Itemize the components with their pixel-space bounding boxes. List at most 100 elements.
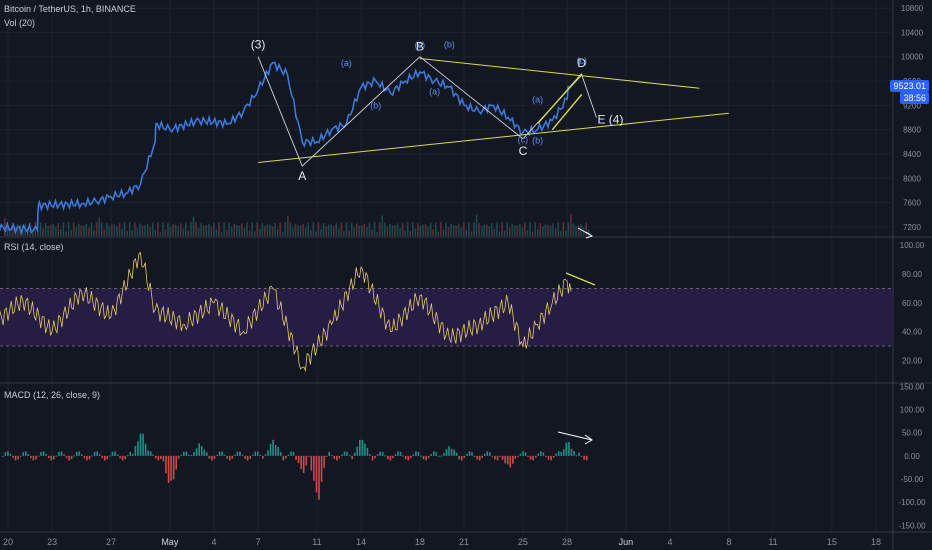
macd-histogram-bar <box>501 455 504 460</box>
volume-divergence-arrow <box>577 227 594 239</box>
macd-histogram-bar <box>341 454 343 456</box>
macd-histogram-bar <box>338 455 341 459</box>
volume-bar <box>417 223 419 236</box>
volume-bar <box>159 231 162 236</box>
x-tick-label: 20 <box>3 537 13 547</box>
macd-histogram-bar <box>134 446 137 456</box>
macd-legend[interactable]: MACD (12, 26, close, 9) <box>4 390 101 400</box>
macd-histogram-bar <box>119 455 121 459</box>
subwave-label: (c) <box>518 134 529 144</box>
macd-histogram-bar <box>244 455 246 459</box>
volume-bar <box>213 222 215 236</box>
macd-histogram-bar <box>346 451 348 456</box>
volume-bar <box>106 223 108 236</box>
macd-histogram-bar <box>98 454 101 456</box>
macd-histogram-bar <box>277 446 279 456</box>
macd-histogram-bar <box>35 455 37 460</box>
volume-bar <box>320 228 322 236</box>
wave-label: C <box>519 144 528 158</box>
volume-bar <box>44 223 47 236</box>
macd-histogram-bar <box>279 452 282 456</box>
rsi-tick-label: 20.00 <box>902 356 923 365</box>
volume-bar <box>470 231 473 236</box>
macd-histogram-bar <box>188 454 190 456</box>
macd-histogram-bar <box>417 452 420 456</box>
macd-histogram-bar <box>542 452 545 456</box>
macd-histogram-bar <box>47 455 50 459</box>
volume-legend[interactable]: Vol (20) <box>4 18 36 28</box>
volume-bar <box>72 222 75 236</box>
volume-bar <box>511 223 514 236</box>
volume-bar <box>491 223 493 236</box>
volume-bar <box>378 222 381 236</box>
macd-histogram-bar <box>221 451 223 456</box>
macd-histogram-bar <box>407 455 410 461</box>
volume-bar <box>406 222 409 236</box>
last-price-tag: 9523.01 <box>890 80 929 92</box>
volume-bar <box>185 222 187 236</box>
macd-histogram-bar <box>463 455 466 458</box>
macd-histogram-bar <box>364 443 366 456</box>
volume-bar <box>146 223 149 236</box>
channel-lower-line <box>551 93 583 131</box>
volume-bar <box>554 228 557 236</box>
volume-bar <box>297 225 299 236</box>
macd-histogram-bar <box>583 455 585 460</box>
volume-bar <box>424 224 427 236</box>
macd-histogram-bar <box>448 446 450 456</box>
volume-bar <box>32 230 34 236</box>
macd-histogram-bar <box>40 452 42 456</box>
subwave-label: (b) <box>444 40 455 50</box>
volume-bar <box>440 222 442 236</box>
volume-bar <box>452 225 455 236</box>
macd-histogram-bar <box>246 455 249 461</box>
volume-bar <box>228 222 230 236</box>
volume-bar <box>67 222 70 236</box>
volume-bar <box>414 228 417 236</box>
volume-bar <box>521 227 524 236</box>
volume-bar <box>396 223 399 236</box>
macd-histogram-bar <box>379 451 381 456</box>
macd-histogram-bar <box>226 455 228 459</box>
volume-bar <box>450 223 452 236</box>
volume-bar <box>437 231 440 236</box>
subwave-label: (a) <box>429 86 440 96</box>
macd-histogram-bar <box>499 455 501 457</box>
macd-histogram-bar <box>65 455 68 459</box>
volume-bar <box>256 222 259 236</box>
volume-bar <box>460 227 463 236</box>
volume-bar <box>559 230 562 236</box>
volume-bar <box>195 222 197 236</box>
macd-histogram-bar <box>512 455 514 464</box>
macd-histogram-bar <box>420 455 422 457</box>
macd-histogram-bar <box>124 455 126 460</box>
macd-histogram-bar <box>325 455 328 457</box>
volume-bar <box>292 227 294 236</box>
macd-histogram-bar <box>575 455 578 457</box>
macd-histogram-bar <box>218 451 221 456</box>
volume-bar <box>6 222 9 236</box>
volume-bar <box>274 222 276 236</box>
volume-bar <box>394 225 396 236</box>
symbol-legend[interactable]: Bitcoin / TetherUS, 1h, BINANCE <box>4 4 136 14</box>
macd-histogram-bar <box>387 455 389 460</box>
volume-bar <box>585 222 587 236</box>
volume-bar <box>174 224 177 236</box>
volume-bar <box>496 222 498 236</box>
volume-bar <box>325 226 327 236</box>
rsi-legend[interactable]: RSI (14, close) <box>4 242 64 252</box>
subwave-label: (a) <box>341 58 352 68</box>
macd-histogram-bar <box>111 451 114 456</box>
volume-bar <box>539 222 542 236</box>
macd-histogram-bar <box>415 451 417 456</box>
volume-bar <box>432 229 434 236</box>
volume-bar <box>83 225 85 236</box>
volume-bar <box>202 225 205 236</box>
volume-bar <box>386 226 389 236</box>
macd-histogram-bar <box>88 455 91 460</box>
volume-bar <box>363 223 366 236</box>
volume-bar <box>478 223 480 236</box>
macd-histogram-bar <box>381 451 384 456</box>
volume-bar <box>95 222 98 236</box>
